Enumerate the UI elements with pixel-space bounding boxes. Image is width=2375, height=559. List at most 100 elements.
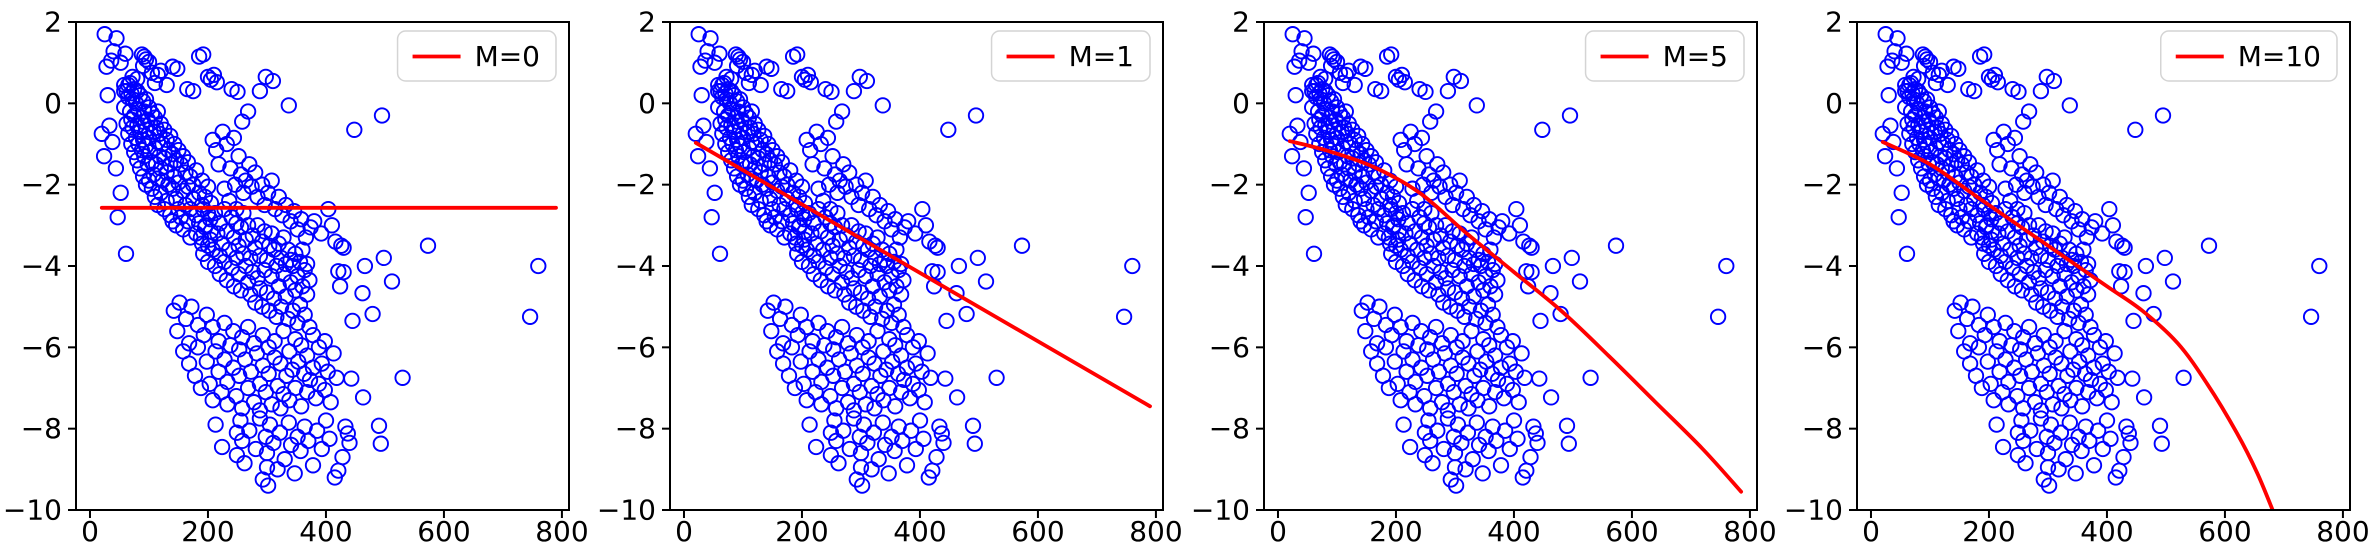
scatter-point — [1487, 432, 1504, 450]
scatter-point — [1521, 448, 1539, 466]
scatter-point — [375, 249, 392, 267]
scatter-point — [1893, 184, 1911, 201]
scatter-point — [1480, 211, 1497, 228]
scatter-point — [2049, 308, 2066, 325]
scatter-point — [825, 412, 843, 429]
scatter-point — [323, 217, 341, 234]
scatter-point — [2111, 462, 2128, 479]
scatter-point — [1988, 416, 2006, 433]
y-tick-label: −10 — [597, 494, 656, 527]
scatter-point — [929, 263, 946, 281]
scatter-point — [827, 113, 845, 130]
scatter-point — [1384, 188, 1401, 206]
scatter-point — [2028, 440, 2046, 458]
scatter-point — [948, 389, 965, 406]
scatter-point — [880, 331, 898, 348]
scatter-point — [1877, 26, 1895, 43]
scatter-plot-m0: 0 200 400 600 800 2 0 −2 −4 −6 −8 −10 M=0 — [3, 6, 589, 549]
scatter-point — [107, 160, 125, 177]
scatter-point — [2106, 345, 2123, 362]
scatter-point — [1287, 87, 1304, 104]
scatter-point — [1383, 326, 1400, 344]
scatter-point — [802, 74, 819, 91]
scatter-point — [893, 432, 911, 450]
legend-label: M=0 — [475, 40, 540, 73]
scatter-point — [834, 156, 852, 173]
scatter-point — [2083, 371, 2100, 389]
scatter-point — [228, 424, 246, 441]
scatter-point — [728, 93, 746, 110]
scatter-point — [1283, 148, 1300, 165]
scatter-point — [1520, 237, 1537, 254]
scatter-point — [304, 359, 322, 376]
scatter-point — [895, 371, 912, 389]
y-tick-label: −6 — [614, 331, 655, 364]
scatter-point — [871, 367, 889, 384]
scatter-point — [866, 400, 883, 417]
y-tick-label: 0 — [1232, 87, 1250, 120]
scatter-point — [1370, 298, 1388, 315]
scatter-point — [1962, 335, 1979, 352]
scatter-point — [354, 285, 371, 302]
scatter-point — [137, 91, 155, 108]
scatter-point — [752, 131, 769, 149]
scatter-point — [1428, 422, 1445, 439]
scatter-point — [2074, 211, 2091, 228]
scatter-point — [1464, 451, 1481, 468]
scatter-point — [245, 335, 263, 352]
scatter-point — [263, 172, 280, 189]
scatter-point — [839, 335, 856, 352]
scatter-point — [2152, 417, 2169, 434]
scatter-point — [1995, 438, 2012, 456]
scatter-point — [858, 72, 875, 90]
scatter-point — [839, 394, 856, 411]
scatter-point — [1488, 272, 1506, 289]
scatter-point — [1443, 223, 1461, 240]
scatter-point — [2094, 225, 2111, 242]
scatter-point — [278, 367, 295, 384]
scatter-point — [341, 434, 358, 452]
scatter-point — [904, 339, 921, 356]
scatter-point — [269, 377, 286, 395]
scatter-point — [294, 241, 311, 258]
scatter-point — [762, 60, 780, 77]
scatter-point — [210, 333, 227, 350]
scatter-point — [198, 353, 215, 370]
scatter-point — [1997, 314, 2014, 332]
scatter-point — [264, 72, 282, 90]
scatter-point — [886, 442, 903, 460]
scatter-point — [254, 176, 271, 193]
scatter-point — [2122, 434, 2139, 452]
scatter-point — [1346, 76, 1363, 94]
scatter-point — [871, 196, 888, 214]
scatter-point — [1292, 43, 1310, 60]
scatter-point — [755, 127, 773, 145]
scatter-point — [706, 54, 723, 71]
scatter-point — [2120, 425, 2138, 442]
scatter-point — [232, 412, 249, 429]
scatter-point — [1890, 209, 1908, 226]
x-tick-label: 400 — [1487, 515, 1540, 548]
scatter-point — [1493, 213, 1510, 230]
scatter-point — [1943, 127, 1960, 145]
scatter-point — [284, 361, 301, 378]
scatter-point — [1917, 48, 1934, 65]
scatter-point — [266, 333, 283, 350]
scatter-point — [149, 66, 166, 84]
scatter-point — [239, 217, 257, 234]
scatter-point — [1351, 180, 1369, 197]
scatter-point — [891, 229, 908, 246]
scatter-point — [2094, 440, 2112, 458]
scatter-point — [1480, 398, 1497, 415]
scatter-point — [292, 442, 309, 460]
scatter-point — [938, 312, 955, 330]
x-tick-label: 800 — [2316, 515, 2369, 548]
scatter-point — [333, 237, 350, 254]
scatter-point — [2127, 121, 2144, 138]
legend-box — [990, 30, 1151, 82]
scatter-point — [2082, 318, 2099, 336]
scatter-point — [98, 58, 115, 75]
scatter-point — [1465, 367, 1483, 384]
scatter-point — [149, 103, 166, 120]
scatter-point — [1427, 217, 1444, 234]
